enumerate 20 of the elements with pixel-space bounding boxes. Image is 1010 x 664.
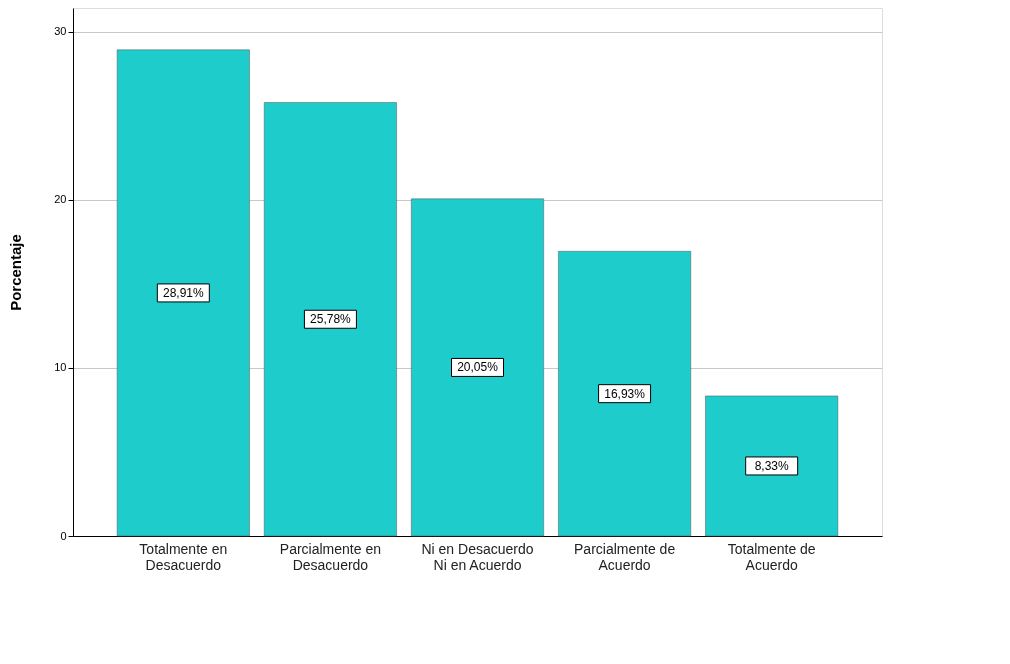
data-label: 16,93%	[604, 386, 646, 401]
x-tick-label: Ni en Desacuerdo Ni en Acuerdo	[421, 540, 534, 573]
bar	[705, 395, 839, 537]
x-tick-label: Totalmente de Acuerdo	[727, 540, 816, 573]
bar	[263, 102, 397, 537]
bar	[558, 251, 692, 537]
y-tick-label: 20	[54, 193, 67, 206]
bar	[411, 198, 544, 537]
data-label: 8,33%	[754, 458, 790, 473]
bar	[116, 49, 250, 537]
x-tick-label: Parcialmente de Acuerdo	[574, 540, 676, 573]
data-label: 28,91%	[162, 285, 204, 300]
y-tick-label: 30	[54, 25, 67, 38]
y-tick-label: 0	[60, 529, 67, 542]
data-label: 20,05%	[457, 360, 499, 375]
data-label: 25,78%	[310, 312, 352, 327]
y-axis-title: Porcentaje	[7, 234, 25, 311]
x-tick-label: Totalmente en Desacuerdo	[139, 540, 228, 573]
x-tick-label: Parcialmente en Desacuerdo	[279, 540, 381, 573]
y-tick-label: 10	[54, 361, 67, 374]
